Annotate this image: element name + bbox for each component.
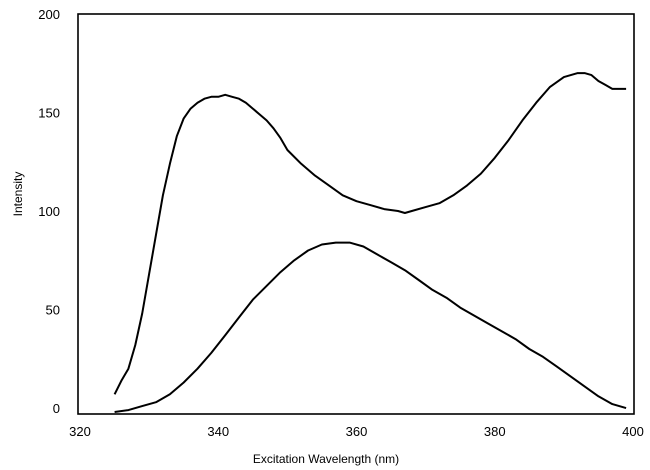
- plot-lines: [113, 72, 627, 413]
- y-tick-label: 50: [46, 303, 60, 318]
- y-tick-label: 100: [38, 204, 60, 219]
- series-line-2: [114, 241, 627, 413]
- x-tick-label: 380: [484, 424, 506, 439]
- x-axis-label: Excitation Wavelength (nm): [253, 452, 399, 466]
- series-line-1: [113, 72, 627, 395]
- y-axis-ticks: 0 50 100 150 200: [38, 7, 60, 416]
- x-tick-label: 320: [69, 424, 91, 439]
- x-tick-label: 400: [622, 424, 644, 439]
- x-tick-label: 360: [346, 424, 368, 439]
- x-axis-ticks: 320 340 360 380 400: [69, 424, 644, 439]
- y-tick-label: 200: [38, 7, 60, 22]
- x-tick-label: 340: [207, 424, 229, 439]
- y-tick-label: 150: [38, 106, 60, 121]
- y-axis-label: Intensity: [11, 172, 25, 217]
- plot-frame: [77, 13, 635, 415]
- y-tick-label: 0: [53, 401, 60, 416]
